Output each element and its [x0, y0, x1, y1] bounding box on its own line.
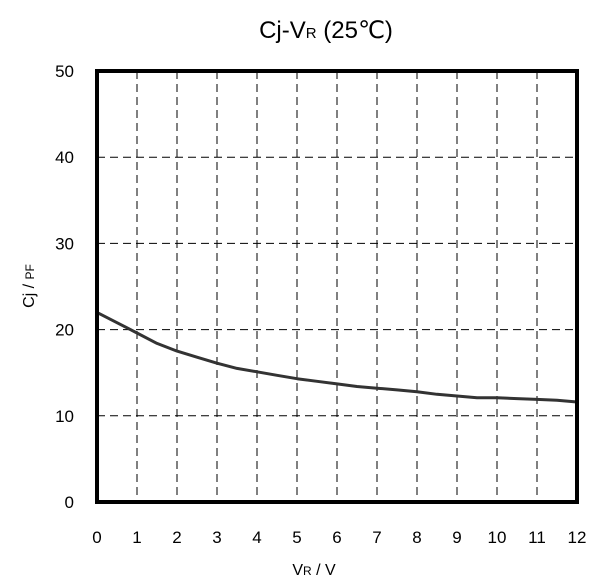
- x-tick-label: 7: [372, 528, 381, 547]
- grid: [97, 71, 577, 502]
- y-tick-label: 50: [55, 62, 74, 81]
- x-tick-label: 4: [252, 528, 261, 547]
- x-tick-label: 2: [172, 528, 181, 547]
- x-tick-label: 8: [412, 528, 421, 547]
- series-line: [95, 310, 579, 404]
- x-tick-label: 11: [528, 528, 546, 547]
- x-tick-label: 6: [332, 528, 341, 547]
- y-axis-ticks: 0 10 20 30 40 50: [55, 62, 74, 512]
- x-tick-label: 9: [452, 528, 461, 547]
- x-tick-label: 0: [92, 528, 101, 547]
- plot-area: [95, 310, 579, 404]
- x-tick-label: 12: [568, 528, 587, 547]
- x-tick-label: 10: [488, 528, 507, 547]
- x-axis-ticks: 0 1 2 3 4 5 6 7 8 9 10 11 12: [92, 528, 586, 547]
- y-tick-label: 0: [65, 493, 74, 512]
- chart-title: Cj-VR (25℃): [259, 17, 393, 44]
- x-tick-label: 1: [132, 528, 141, 547]
- x-axis-label: VR / V: [292, 562, 336, 579]
- y-tick-label: 20: [55, 321, 74, 340]
- y-tick-label: 30: [55, 234, 74, 253]
- y-tick-label: 10: [55, 407, 74, 426]
- x-tick-label: 3: [212, 528, 221, 547]
- x-tick-label: 5: [292, 528, 301, 547]
- plot-frame: [95, 69, 579, 504]
- y-tick-label: 40: [55, 148, 74, 167]
- y-axis-label: Cj / PF: [21, 264, 38, 308]
